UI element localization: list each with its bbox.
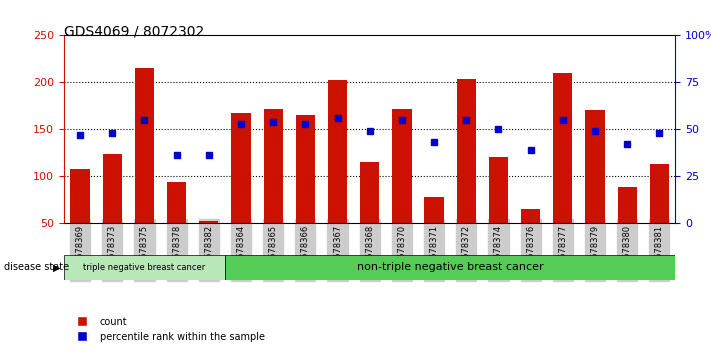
Text: GDS4069 / 8072302: GDS4069 / 8072302 (64, 25, 204, 39)
Bar (167, 182, 186, 223)
Bar (102, 154, 122, 223)
Bar (488, 157, 508, 223)
Text: disease state: disease state (4, 262, 69, 272)
Bar (360, 162, 380, 223)
Bar (199, 221, 218, 223)
Text: non-triple negative breast cancer: non-triple negative breast cancer (357, 262, 543, 272)
Bar (392, 109, 412, 223)
Bar (231, 113, 251, 223)
Bar (296, 115, 315, 223)
Bar (70, 169, 90, 223)
Bar (225, 255, 675, 280)
Legend: count, percentile rank within the sample: count, percentile rank within the sample (69, 313, 269, 346)
Bar (135, 68, 154, 223)
Bar (328, 80, 347, 223)
Bar (585, 110, 604, 223)
Text: triple negative breast cancer: triple negative breast cancer (83, 263, 205, 272)
Bar (264, 109, 283, 223)
Bar (650, 164, 669, 223)
Bar (424, 197, 444, 223)
Bar (618, 187, 637, 223)
Bar (521, 209, 540, 223)
Bar (456, 80, 476, 223)
Text: ▶: ▶ (53, 262, 60, 272)
Bar (64, 255, 225, 280)
Bar (553, 73, 572, 223)
